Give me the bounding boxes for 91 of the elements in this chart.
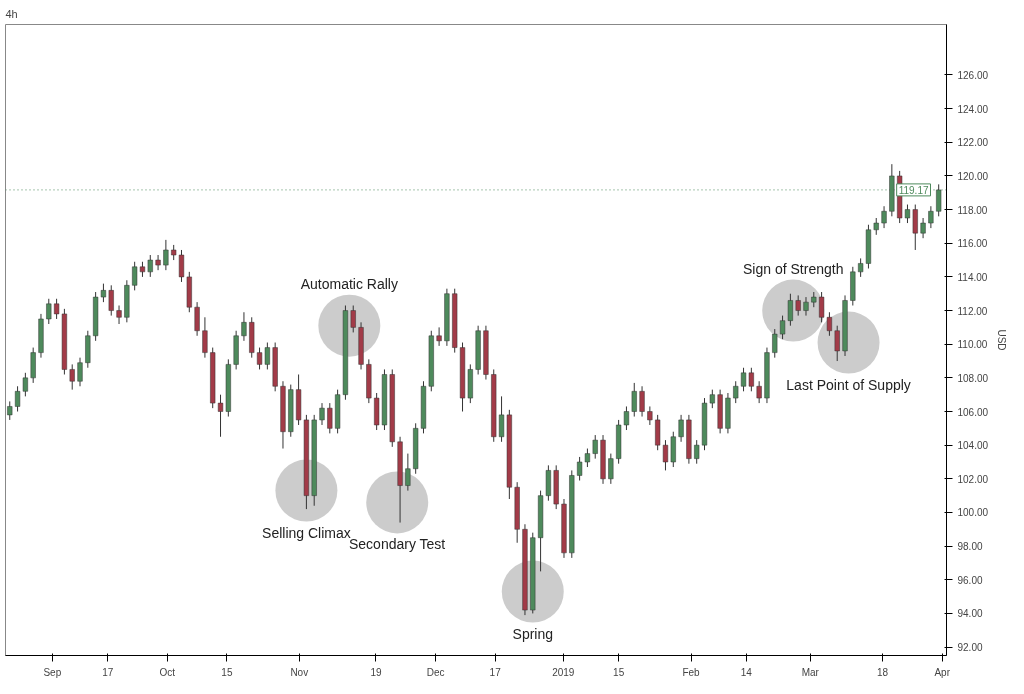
candlestick bbox=[787, 293, 793, 327]
y-axis-title: USD bbox=[996, 329, 1008, 351]
candlestick bbox=[928, 205, 934, 229]
x-tick-label: 17 bbox=[489, 666, 502, 678]
candlestick bbox=[819, 291, 825, 323]
candlestick bbox=[7, 400, 13, 421]
candlestick bbox=[350, 305, 356, 333]
candlestick bbox=[709, 389, 715, 409]
candlestick bbox=[623, 405, 630, 431]
y-tick-label: 100.00 bbox=[957, 507, 989, 519]
chart-title: 4h bbox=[5, 7, 18, 20]
candlestick bbox=[116, 305, 122, 325]
annotation: Last Point of Supply bbox=[786, 376, 911, 393]
candlestick bbox=[779, 315, 786, 340]
x-tick-label: Sep bbox=[43, 666, 62, 678]
candlestick bbox=[577, 456, 583, 481]
x-tick-label: Nov bbox=[290, 666, 309, 678]
candlestick bbox=[772, 328, 778, 359]
candlestick bbox=[163, 239, 169, 271]
candlestick bbox=[241, 311, 247, 342]
candlestick bbox=[405, 453, 411, 492]
x-tick-label: 15 bbox=[613, 666, 625, 678]
candlestick bbox=[327, 402, 333, 434]
x-tick-label: Apr bbox=[934, 666, 951, 678]
candlestick bbox=[662, 439, 669, 471]
annotation: Sign of Strength bbox=[743, 260, 844, 277]
x-tick-label: 14 bbox=[740, 666, 753, 678]
x-tick-label: 19 bbox=[370, 666, 382, 678]
candlestick bbox=[77, 357, 83, 387]
y-tick-label: 102.00 bbox=[957, 473, 989, 485]
candlestick bbox=[826, 311, 832, 337]
y-tick-label: 116.00 bbox=[957, 238, 988, 250]
point bbox=[366, 471, 429, 534]
y-tick-label: 112.00 bbox=[957, 305, 988, 317]
ref-line-label: 119.17 bbox=[898, 184, 929, 196]
y-tick-label: 98.00 bbox=[957, 541, 983, 553]
candlestick bbox=[912, 204, 918, 251]
x-tick-label: 18 bbox=[877, 666, 889, 678]
candlestick bbox=[803, 296, 809, 317]
candlestick bbox=[795, 294, 801, 317]
y-tick-label: 122.00 bbox=[957, 137, 989, 149]
candlestick bbox=[584, 448, 591, 468]
candlestick bbox=[14, 385, 21, 413]
y-tick-label: 114.00 bbox=[957, 271, 988, 283]
y-tick-label: 108.00 bbox=[957, 372, 989, 384]
x-tick-label: 2019 bbox=[552, 666, 575, 678]
annotation: Spring bbox=[512, 625, 554, 642]
candlestick bbox=[100, 283, 107, 303]
candlestick bbox=[678, 414, 684, 443]
candlestick bbox=[733, 380, 739, 404]
y-tick-label: 94.00 bbox=[957, 608, 983, 620]
y-tick-label: 92.00 bbox=[957, 642, 983, 654]
candlestick bbox=[920, 217, 926, 239]
y-tick-label: 118.00 bbox=[957, 204, 988, 216]
candlestick bbox=[46, 298, 52, 325]
candlestick bbox=[592, 434, 598, 460]
candlestick bbox=[858, 257, 864, 278]
x-tick-label: 17 bbox=[102, 666, 114, 678]
candlestick bbox=[608, 453, 614, 485]
candlestick bbox=[194, 301, 200, 337]
candlestick bbox=[147, 254, 153, 278]
y-tick-label: 104.00 bbox=[957, 440, 989, 452]
candlestick bbox=[319, 402, 325, 426]
x-tick-label: Dec bbox=[426, 666, 445, 678]
y-tick-label: 96.00 bbox=[957, 574, 983, 586]
candlestick bbox=[69, 363, 75, 391]
candlestick bbox=[22, 372, 28, 397]
candlestick bbox=[834, 325, 840, 362]
candlestick bbox=[639, 385, 645, 418]
y-tick-label: 124.00 bbox=[957, 103, 989, 115]
candlestick bbox=[694, 439, 700, 465]
candlestick bbox=[647, 405, 653, 426]
candlestick bbox=[155, 254, 161, 271]
candlestick bbox=[631, 382, 637, 418]
candlestick bbox=[436, 326, 442, 347]
x-tick-label: Feb bbox=[682, 666, 701, 678]
candlestick bbox=[108, 284, 114, 317]
candlestick bbox=[756, 380, 762, 404]
annotation: Automatic Rally bbox=[300, 275, 398, 292]
y-tick-label: 120.00 bbox=[957, 170, 989, 182]
x-tick-label: Oct bbox=[159, 666, 176, 678]
annotation: Selling Climax bbox=[262, 524, 351, 541]
y-tick-label: 110.00 bbox=[957, 339, 988, 351]
candlestick bbox=[54, 298, 60, 320]
x-tick-label: 15 bbox=[221, 666, 233, 678]
candlestick bbox=[202, 316, 208, 359]
candlestick bbox=[881, 205, 887, 229]
y-tick-label: 126.00 bbox=[957, 69, 989, 81]
x-tick-label: Mar bbox=[801, 666, 820, 678]
candlestick bbox=[178, 249, 185, 283]
y-tick-label: 106.00 bbox=[957, 406, 989, 418]
